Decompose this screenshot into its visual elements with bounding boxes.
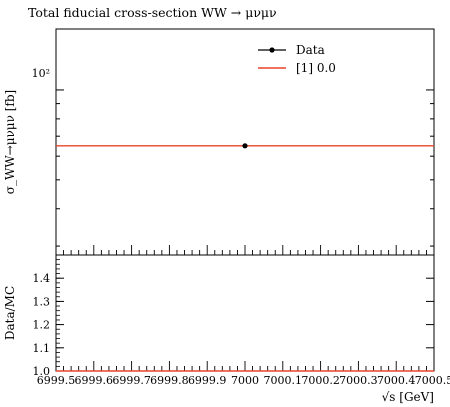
main-y-tick-label: 10² xyxy=(32,67,50,80)
x-axis-label: √s [GeV] xyxy=(382,390,434,404)
ratio-x-tick-label: 7000.5 xyxy=(415,374,450,387)
ratio-x-tick-label: 7000.2 xyxy=(301,374,340,387)
ratio-y-tick-label: 1.1 xyxy=(33,342,51,355)
main-y-axis-label: σ_WW→μνμν [fb] xyxy=(3,90,17,194)
ratio-y-axis-label: Data/MC xyxy=(3,286,17,340)
ratio-plot-frame xyxy=(55,254,435,372)
chart-title: Total fiducial cross-section WW → μνμν xyxy=(28,5,277,20)
ratio-y-ticks: 1.0 1.1 1.2 1.3 1.4 xyxy=(33,254,434,378)
ratio-x-tick-label: 6999.8 xyxy=(150,374,189,387)
ratio-x-tick-label: 6999.9 xyxy=(188,374,227,387)
data-point xyxy=(242,143,248,149)
series-layer xyxy=(56,143,434,149)
ratio-x-tick-label: 6999.6 xyxy=(75,374,114,387)
legend-data-marker xyxy=(269,47,275,53)
legend: Data [1] 0.0 xyxy=(258,43,336,75)
ratio-x-tick-label: 6999.5 xyxy=(37,374,76,387)
ratio-x-tick-labels: 6999.5 6999.6 6999.7 6999.8 6999.9 7000 7000.1… xyxy=(37,374,450,387)
legend-mc-label: [1] 0.0 xyxy=(296,61,336,75)
ratio-x-ticks xyxy=(55,361,435,371)
ratio-y-tick-label: 1.2 xyxy=(33,319,51,332)
main-plot-frame xyxy=(55,28,435,256)
main-y-ticks xyxy=(56,89,434,247)
ratio-x-tick-label: 6999.7 xyxy=(112,374,151,387)
ratio-x-tick-label: 7000 xyxy=(231,374,259,387)
ratio-x-tick-label: 7000.4 xyxy=(377,374,416,387)
legend-data-label: Data xyxy=(296,43,325,57)
ratio-x-tick-label: 7000.3 xyxy=(339,374,378,387)
ratio-x-tick-label: 7000.1 xyxy=(264,374,303,387)
ratio-y-tick-label: 1.3 xyxy=(33,295,51,308)
ratio-y-tick-label: 1.4 xyxy=(33,272,51,285)
main-x-ticks xyxy=(55,245,435,255)
ratio-y-tick-label: 1.0 xyxy=(33,365,51,378)
